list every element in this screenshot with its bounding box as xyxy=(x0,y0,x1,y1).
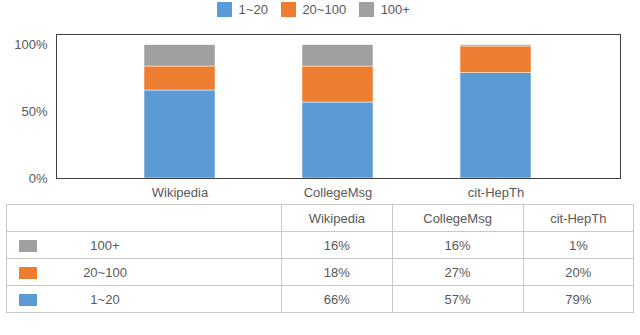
html-text:1~20: 1~20 xyxy=(238,2,268,18)
svg-text:50%: 50% xyxy=(21,104,47,119)
html-text:57%: 57% xyxy=(444,291,471,307)
html-text:16%: 16% xyxy=(323,237,350,253)
html-text:Wikipedia: Wikipedia xyxy=(308,210,365,226)
html-text:20~100: 20~100 xyxy=(302,2,347,18)
html-text:27%: 27% xyxy=(444,264,471,280)
html-text:20%: 20% xyxy=(565,264,592,280)
svg-text:CollegeMsg: CollegeMsg xyxy=(304,185,373,200)
html-text:100+: 100+ xyxy=(380,2,410,18)
html-text:1~20: 1~20 xyxy=(90,291,120,307)
svg-text:0%: 0% xyxy=(29,171,48,186)
html-text:cit-HepTh: cit-HepTh xyxy=(550,210,607,226)
html-text:66%: 66% xyxy=(323,291,350,307)
html-text:1%: 1% xyxy=(568,237,588,253)
svg-text:Wikipedia: Wikipedia xyxy=(152,185,209,200)
html-text:18%: 18% xyxy=(323,264,350,280)
svg-text:cit-HepTh: cit-HepTh xyxy=(468,185,524,200)
svg-text:100%: 100% xyxy=(14,37,48,52)
html-text:16%: 16% xyxy=(444,237,471,253)
html-text:20~100: 20~100 xyxy=(83,264,127,280)
html-text:100+: 100+ xyxy=(90,237,120,253)
html-text:79%: 79% xyxy=(565,291,592,307)
html-text:CollegeMsg: CollegeMsg xyxy=(423,210,492,226)
